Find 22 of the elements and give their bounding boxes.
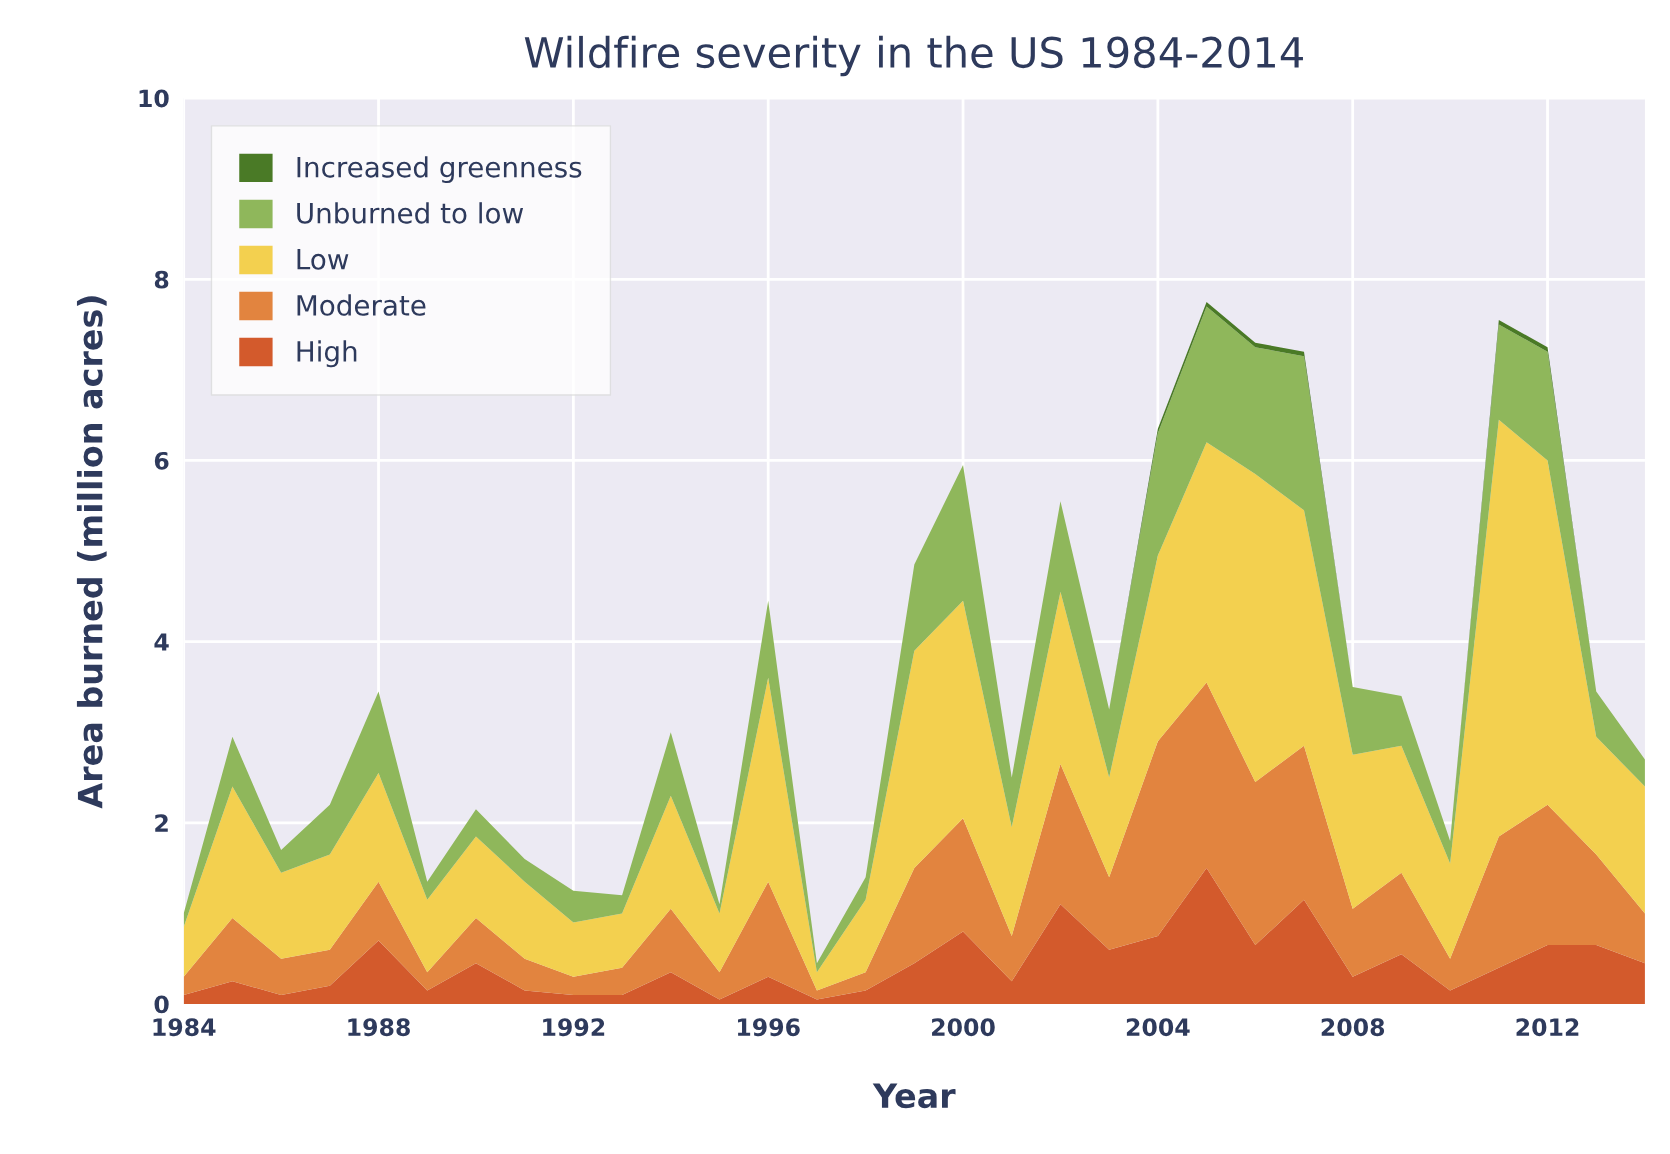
y-tick-label: 2 [155,814,168,832]
x-tick-label: 2000 [932,1018,995,1037]
chart-title: Wildfire severity in the US 1984-2014 [524,35,1303,77]
x-tick-label: 2012 [1516,1018,1579,1037]
legend-label: Increased greenness [297,156,582,184]
x-tick-label: 2008 [1321,1018,1385,1037]
legend-label: High [297,340,357,368]
y-axis-title: Area burned (million acres) [76,296,107,809]
x-tick-label: 2004 [1126,1018,1190,1037]
legend-label: Unburned to low [297,202,524,224]
legend-label: Low [297,249,349,270]
x-tick-label: 1988 [348,1018,410,1037]
y-tick-label: 0 [154,995,169,1014]
x-tick-label: 1984 [153,1018,216,1037]
y-tick-label: 4 [154,633,169,651]
y-tick-label: 10 [139,89,169,108]
y-tick-label: 6 [154,451,169,470]
x-tick-label: 1996 [738,1018,800,1037]
y-tick-label: 8 [154,270,169,289]
x-axis-title: Year [872,1083,956,1109]
x-tick-label: 1992 [543,1018,605,1037]
legend-label: Moderate [297,294,426,316]
